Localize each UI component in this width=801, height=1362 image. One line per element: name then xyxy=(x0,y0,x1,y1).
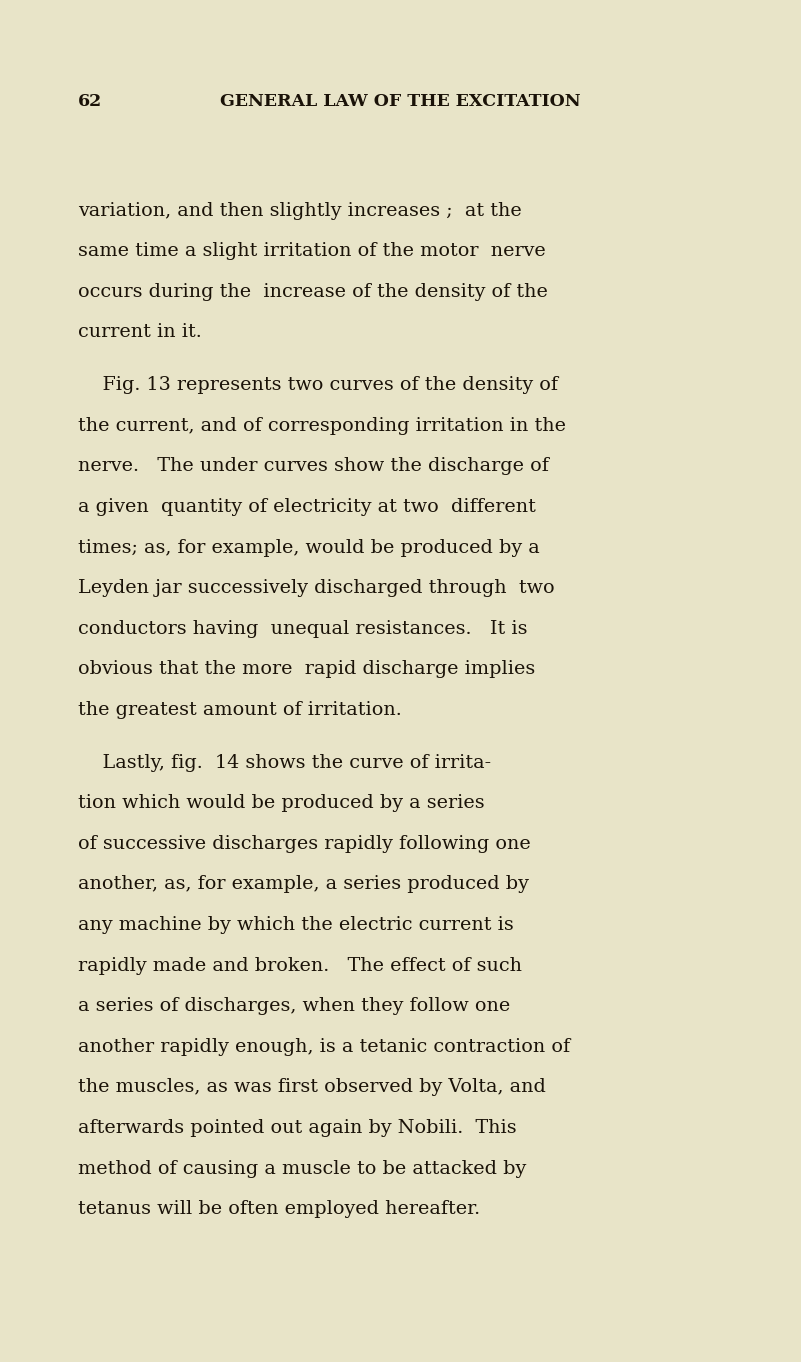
Text: tetanus will be often employed hereafter.: tetanus will be often employed hereafter… xyxy=(78,1200,480,1218)
Text: the muscles, as was first observed by Volta, and: the muscles, as was first observed by Vo… xyxy=(78,1079,545,1096)
Text: a series of discharges, when they follow one: a series of discharges, when they follow… xyxy=(78,997,510,1015)
Text: tion which would be produced by a series: tion which would be produced by a series xyxy=(78,794,485,812)
Text: rapidly made and broken.   The effect of such: rapidly made and broken. The effect of s… xyxy=(78,956,521,975)
Text: Lastly, fig.  14 shows the curve of irrita-: Lastly, fig. 14 shows the curve of irrit… xyxy=(78,753,491,772)
Text: Fig. 13 represents two curves of the density of: Fig. 13 represents two curves of the den… xyxy=(78,376,557,394)
Text: conductors having  unequal resistances.   It is: conductors having unequal resistances. I… xyxy=(78,620,527,637)
Text: Leyden jar successively discharged through  two: Leyden jar successively discharged throu… xyxy=(78,579,554,597)
Text: GENERAL LAW OF THE EXCITATION: GENERAL LAW OF THE EXCITATION xyxy=(220,93,581,109)
Text: any machine by which the electric current is: any machine by which the electric curren… xyxy=(78,917,513,934)
Text: a given  quantity of electricity at two  different: a given quantity of electricity at two d… xyxy=(78,498,536,516)
Text: the current, and of corresponding irritation in the: the current, and of corresponding irrita… xyxy=(78,417,566,434)
Text: method of causing a muscle to be attacked by: method of causing a muscle to be attacke… xyxy=(78,1159,526,1178)
Text: another rapidly enough, is a tetanic contraction of: another rapidly enough, is a tetanic con… xyxy=(78,1038,570,1056)
Text: nerve.   The under curves show the discharge of: nerve. The under curves show the dischar… xyxy=(78,458,549,475)
Text: of successive discharges rapidly following one: of successive discharges rapidly followi… xyxy=(78,835,530,853)
Text: afterwards pointed out again by Nobili.  This: afterwards pointed out again by Nobili. … xyxy=(78,1120,517,1137)
Text: times; as, for example, would be produced by a: times; as, for example, would be produce… xyxy=(78,538,539,557)
Text: the greatest amount of irritation.: the greatest amount of irritation. xyxy=(78,701,401,719)
Text: variation, and then slightly increases ;  at the: variation, and then slightly increases ;… xyxy=(78,202,521,219)
Text: occurs during the  increase of the density of the: occurs during the increase of the densit… xyxy=(78,283,548,301)
Text: another, as, for example, a series produced by: another, as, for example, a series produ… xyxy=(78,876,529,893)
Text: same time a slight irritation of the motor  nerve: same time a slight irritation of the mot… xyxy=(78,242,545,260)
Text: 62: 62 xyxy=(78,93,102,109)
Text: obvious that the more  rapid discharge implies: obvious that the more rapid discharge im… xyxy=(78,661,535,678)
Text: current in it.: current in it. xyxy=(78,323,201,342)
